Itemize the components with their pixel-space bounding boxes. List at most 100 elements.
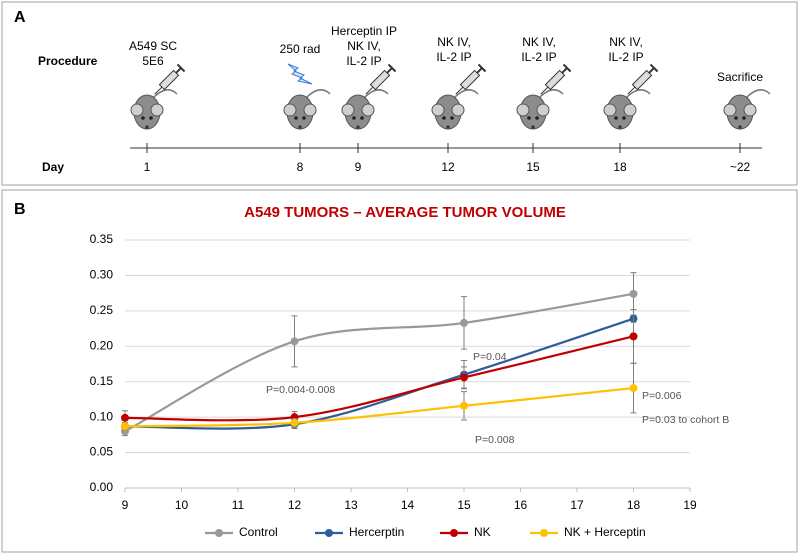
- syringe-plunger: [476, 67, 483, 74]
- mouse-nose: [145, 125, 149, 129]
- panel-label: B: [14, 201, 26, 218]
- x-tick-label: 11: [232, 498, 245, 512]
- syringe-icon: [627, 63, 659, 95]
- mouse-eye: [442, 116, 446, 120]
- mouse-ear: [431, 103, 445, 117]
- mouse-icon: [431, 89, 479, 130]
- syringe-grip: [477, 63, 487, 73]
- y-tick-label: 0.10: [90, 409, 114, 423]
- mouse-nose: [356, 125, 360, 129]
- mouse-eye: [622, 116, 626, 120]
- day-label: Day: [42, 160, 64, 174]
- mouse-tail: [538, 89, 564, 99]
- procedure-text: IL-2 IP: [346, 54, 381, 68]
- mouse-eye: [742, 116, 746, 120]
- syringe-needle: [365, 86, 374, 95]
- data-point: [460, 318, 468, 327]
- annotation: P=0.04: [473, 351, 507, 363]
- mouse-icon: [130, 89, 178, 130]
- syringe-grip: [387, 63, 397, 73]
- mouse-ear: [361, 103, 375, 117]
- day-text: 12: [441, 160, 455, 174]
- day-text: ~22: [730, 160, 751, 174]
- syringe-grip: [649, 63, 659, 73]
- mouse-tail: [363, 89, 389, 99]
- mouse-icon: [283, 89, 331, 130]
- data-point: [121, 413, 129, 422]
- day-text: 15: [526, 160, 540, 174]
- mouse-icon: [341, 89, 389, 130]
- legend-marker: [450, 529, 458, 537]
- y-tick-label: 0.00: [90, 480, 114, 494]
- mouse-ear: [623, 103, 637, 117]
- panel-label: A: [14, 9, 26, 26]
- x-tick-label: 17: [570, 498, 584, 512]
- procedure-text: Herceptin IP: [331, 24, 397, 38]
- x-tick-label: 18: [627, 498, 641, 512]
- annotation: P=0.004-0.008: [266, 384, 335, 396]
- syringe-needle: [540, 86, 549, 95]
- syringe-needle: [627, 86, 636, 95]
- series-line: [124, 292, 634, 433]
- mouse-ear: [130, 103, 144, 117]
- syringe-grip: [176, 63, 186, 73]
- chart-title: A549 TUMORS – AVERAGE TUMOR VOLUME: [244, 204, 566, 221]
- procedure-text: Sacrifice: [717, 70, 763, 84]
- syringe-plunger: [561, 67, 568, 74]
- syringe-barrel: [158, 69, 180, 91]
- mouse-tail: [453, 89, 479, 99]
- procedure-text: IL-2 IP: [521, 50, 556, 64]
- mouse-eye: [294, 116, 298, 120]
- mouse-eye: [614, 116, 618, 120]
- x-tick-label: 13: [344, 498, 358, 512]
- x-tick-label: 10: [175, 498, 189, 512]
- mouse-eye: [535, 116, 539, 120]
- procedure-label: Procedure: [38, 54, 98, 68]
- x-tick-label: 16: [514, 498, 528, 512]
- annotation: P=0.006: [642, 390, 682, 402]
- mouse-tail: [745, 89, 771, 99]
- series-line: [124, 386, 634, 428]
- panel-a-frame: [1, 1, 798, 186]
- series-line: [124, 317, 634, 430]
- mouse-nose: [738, 125, 742, 129]
- y-tick-label: 0.05: [90, 445, 114, 459]
- day-text: 8: [297, 160, 304, 174]
- mouse-ear: [603, 103, 617, 117]
- procedure-text: NK IV,: [347, 39, 381, 53]
- y-tick-label: 0.20: [90, 338, 114, 352]
- mouse-nose: [618, 125, 622, 129]
- legend-marker: [325, 529, 333, 537]
- mouse-nose: [298, 125, 302, 129]
- y-tick-label: 0.25: [90, 303, 114, 317]
- mouse-tail: [152, 89, 178, 99]
- data-point: [121, 422, 129, 431]
- data-point: [460, 401, 468, 410]
- data-point: [290, 337, 299, 346]
- mouse-eye: [450, 116, 454, 120]
- annotation: P=0.008: [475, 434, 515, 446]
- procedure-text: 250 rad: [280, 42, 321, 56]
- procedure-text: IL-2 IP: [436, 50, 471, 64]
- mouse-icon: [516, 89, 564, 130]
- legend-label: Hercerptin: [349, 525, 404, 539]
- mouse-tail: [305, 89, 331, 99]
- series-line: [124, 335, 634, 422]
- legend-marker: [215, 529, 223, 537]
- data-point: [629, 384, 638, 393]
- x-tick-label: 19: [683, 498, 697, 512]
- syringe-icon: [365, 63, 397, 95]
- mouse-eye: [149, 116, 153, 120]
- syringe-barrel: [369, 69, 391, 91]
- mouse-ear: [451, 103, 465, 117]
- x-tick-label: 12: [288, 498, 302, 512]
- syringe-barrel: [631, 69, 653, 91]
- syringe-barrel: [544, 69, 566, 91]
- syringe-icon: [455, 63, 487, 95]
- procedure-text: NK IV,: [522, 35, 556, 49]
- mouse-ear: [303, 103, 317, 117]
- mouse-eye: [734, 116, 738, 120]
- mouse-ear: [743, 103, 757, 117]
- day-text: 1: [144, 160, 151, 174]
